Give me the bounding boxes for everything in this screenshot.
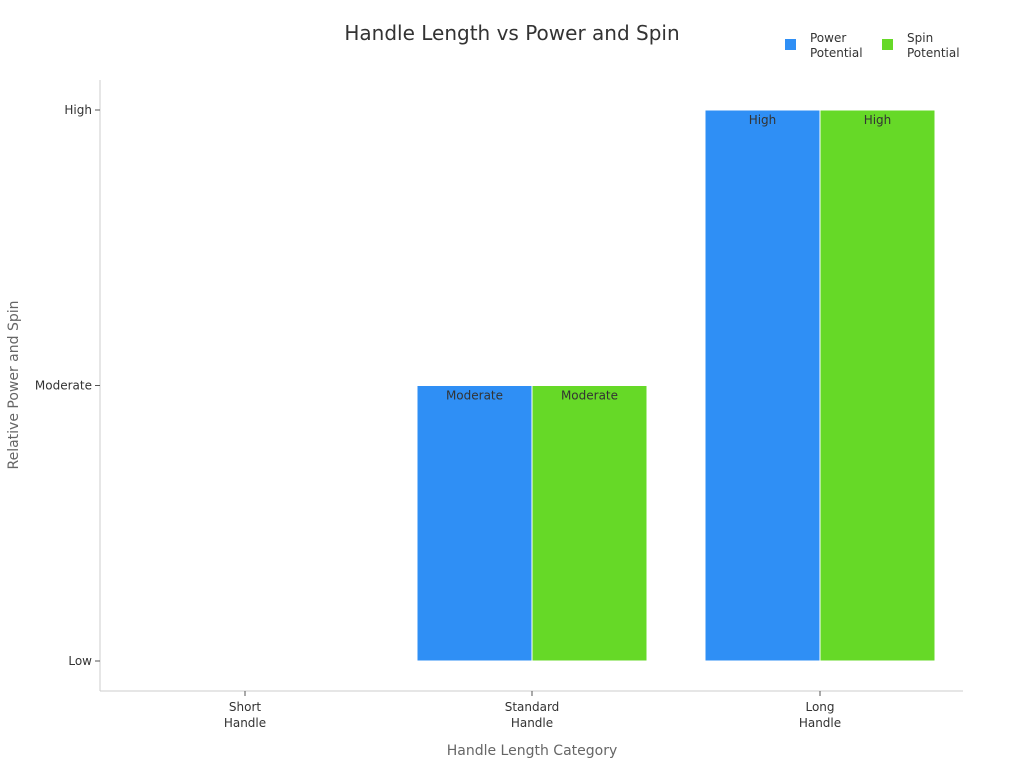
bar-value-label: Moderate — [446, 389, 503, 403]
bar-labels: Moderate High Moderate High — [446, 113, 891, 403]
bar-value-label: High — [864, 113, 892, 127]
legend-swatch — [785, 39, 796, 50]
legend-label: Spin Potential — [907, 31, 960, 60]
bar-value-label: Moderate — [561, 389, 618, 403]
bars — [416, 109, 936, 662]
x-tick-label: Long Handle — [799, 700, 841, 730]
y-axis-label: Relative Power and Spin — [6, 300, 22, 469]
bar-power-potential — [704, 109, 821, 662]
bar-spin-potential — [819, 109, 936, 662]
y-tick-label: Moderate — [35, 379, 92, 393]
legend: Power Potential Spin Potential — [785, 31, 960, 60]
legend-swatch — [882, 39, 893, 50]
bar-power-potential — [416, 385, 533, 662]
y-tick-label: High — [64, 103, 92, 117]
plot-area: Low Moderate High Short Handle Standard Handl… — [35, 80, 963, 730]
x-tick-label: Standard Handle — [505, 700, 560, 730]
bar-value-label: High — [749, 113, 777, 127]
x-axis-label: Handle Length Category — [447, 743, 618, 759]
x-tick-label: Short Handle — [224, 700, 266, 730]
chart-title: Handle Length vs Power and Spin — [344, 21, 679, 45]
bar-spin-potential — [531, 385, 648, 662]
x-axis-ticks: Short Handle Standard Handle Long Handle — [224, 691, 841, 730]
legend-label: Power Potential — [810, 31, 863, 60]
y-axis-ticks: Low Moderate High — [35, 103, 100, 668]
y-tick-label: Low — [68, 654, 92, 668]
